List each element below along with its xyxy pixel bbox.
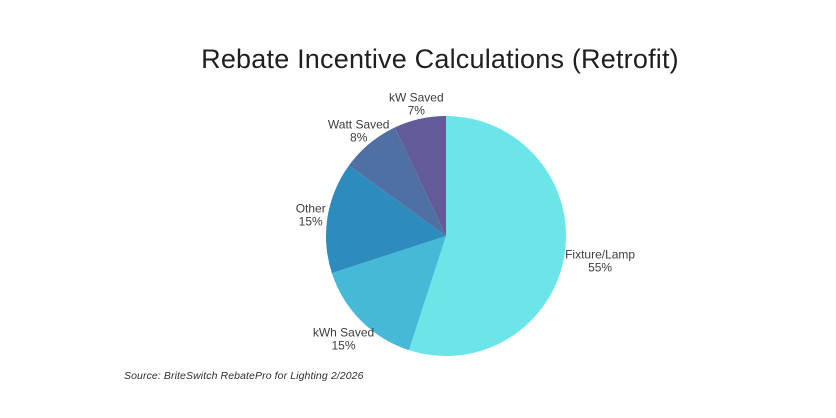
pie-slice-watt-saved (348, 127, 446, 236)
slice-label-other: Other 15% (296, 202, 326, 229)
pie-slice-kwh-saved (331, 236, 446, 351)
chart-title: Rebate Incentive Calculations (Retrofit) (201, 44, 679, 74)
slice-label-fixture-lamp: Fixture/Lamp 55% (565, 247, 635, 274)
pie-slice-fixture-lamp (408, 116, 566, 356)
slice-label-kwh-saved: kWh Saved 15% (313, 326, 374, 353)
slice-label-kw-saved: kW Saved 7% (389, 90, 444, 117)
slice-label-watt-saved: Watt Saved 8% (328, 117, 390, 144)
pie-slice-other (325, 165, 446, 274)
pie-slice-kw-saved (394, 116, 446, 236)
source-note: Source: BriteSwitch RebatePro for Lighti… (124, 370, 364, 382)
